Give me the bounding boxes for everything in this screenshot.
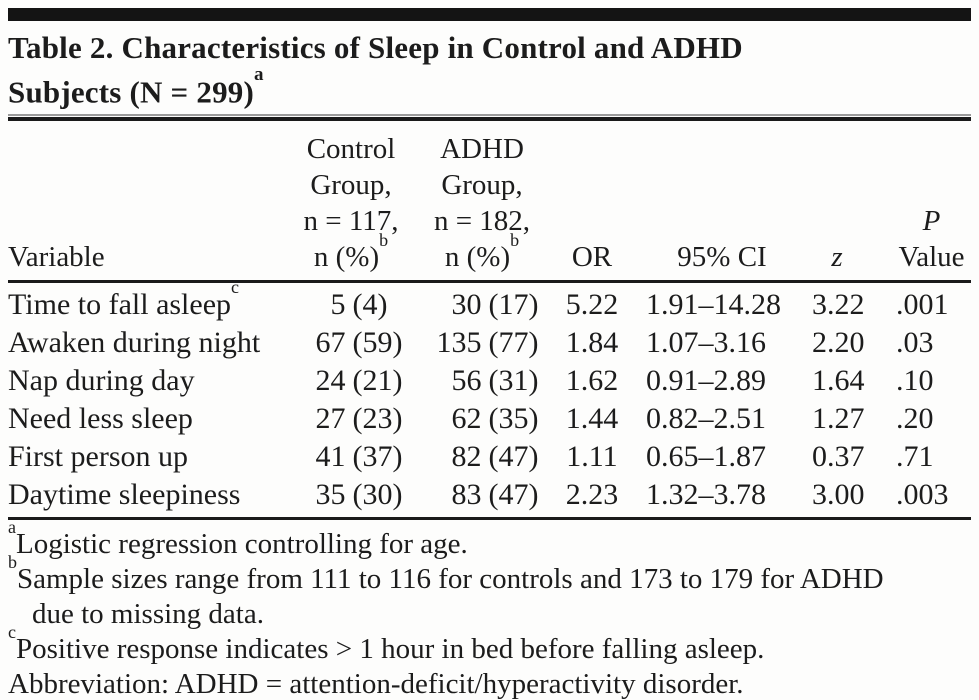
column-header-p-value: P Value [862, 121, 971, 284]
cell-adhd-n-pct: 83 (47) [412, 476, 552, 521]
cell-control-n-pct: 67 (59) [315, 326, 403, 360]
cell-adhd-n-pct: 30 (17) [451, 288, 539, 322]
sleep-characteristics-table: Variable Control Group, n = 117, n (%)b … [8, 121, 971, 521]
table-title-line1: Table 2. Characteristics of Sleep in Con… [8, 30, 743, 65]
table-title: Table 2. Characteristics of Sleep in Con… [8, 29, 971, 111]
cell-confidence-interval: 0.91–2.89 [646, 364, 766, 398]
table-row-first-person-up: First person up 41 (37) 82 (47) 1.11 0.65–… [8, 438, 971, 476]
cell-variable: Time to fall asleepc [8, 277, 240, 322]
cell-variable: Need less sleep [8, 402, 193, 436]
cell-z-score: 1.27 [812, 402, 865, 436]
table-row-daytime-sleepiness: Daytime sleepiness 35 (30) 83 (47) 2.23 1.… [8, 476, 971, 521]
cell-control-n-pct: 24 (21) [315, 364, 403, 398]
cell-z-score: 3.00 [812, 476, 865, 521]
cell-variable: Daytime sleepiness [8, 476, 290, 521]
footnote-abbreviation: Abbreviation: ADHD = attention-deficit/h… [8, 667, 930, 700]
footnote-text: Positive response indicates > 1 hour in … [16, 633, 765, 666]
cell-z-score: 1.64 [812, 364, 865, 398]
table-row-nap-during-day: Nap during day 24 (21) 56 (31) 1.62 0.91–2… [8, 362, 971, 400]
cell-control-n-pct: 41 (37) [315, 440, 403, 474]
cell-adhd-n-pct: 56 (31) [451, 364, 539, 398]
cell-confidence-interval: 0.82–2.51 [646, 402, 766, 436]
cell-variable: First person up [8, 440, 188, 474]
cell-confidence-interval: 1.91–14.28 [646, 288, 781, 322]
footnote-marker-c: c [231, 277, 240, 298]
cell-variable: Awaken during night [8, 326, 261, 360]
cell-odds-ratio: 1.11 [566, 440, 618, 474]
cell-confidence-interval: 1.07–3.16 [646, 326, 766, 360]
cell-p-value: .10 [896, 364, 934, 398]
cell-p-value: .001 [896, 288, 949, 322]
column-header-variable: Variable [8, 121, 290, 284]
cell-variable: Nap during day [8, 364, 195, 398]
title-rule [8, 114, 971, 122]
cell-control-n-pct: 27 (23) [315, 402, 403, 436]
cell-control-n-pct: 35 (30) [290, 476, 412, 521]
footnote-c: cPositive response indicates > 1 hour in… [8, 623, 930, 667]
cell-z-score: 0.37 [812, 440, 865, 474]
cell-odds-ratio: 1.84 [565, 326, 619, 360]
column-header-control-group: Control Group, n = 117, n (%)b [290, 121, 412, 284]
cell-z-score: 3.22 [812, 288, 865, 322]
footnote-a: aLogistic regression controlling for age… [8, 518, 930, 562]
top-rule [8, 8, 971, 21]
cell-control-n-pct: 5 (4) [330, 288, 388, 322]
table-body: Time to fall asleepc 5 (4) 30 (17) 5.22 1.… [8, 277, 971, 521]
cell-odds-ratio: 2.23 [552, 476, 632, 521]
cell-odds-ratio: 5.22 [565, 288, 619, 322]
cell-p-value: .003 [862, 476, 971, 521]
cell-confidence-interval: 1.32–3.78 [632, 476, 812, 521]
footnote-text: Logistic regression controlling for age. [16, 528, 468, 561]
header-row: Variable Control Group, n = 117, n (%)b … [8, 121, 971, 284]
cell-adhd-n-pct: 82 (47) [451, 440, 539, 474]
cell-odds-ratio: 1.62 [565, 364, 619, 398]
cell-confidence-interval: 0.65–1.87 [646, 440, 766, 474]
cell-odds-ratio: 1.44 [565, 402, 619, 436]
footnote-marker-c: c [8, 621, 16, 642]
cell-adhd-n-pct: 62 (35) [451, 402, 539, 436]
footnote-b: bSample sizes range from 111 to 116 for … [8, 553, 930, 632]
column-header-confidence-interval: 95% CI [632, 121, 812, 284]
footnote-marker-b: b [8, 551, 17, 572]
column-header-z-score: z [812, 121, 862, 284]
footnote-marker-a: a [8, 516, 16, 537]
footnotes: aLogistic regression controlling for age… [8, 518, 930, 700]
cell-p-value: .20 [896, 402, 934, 436]
table-row-need-less-sleep: Need less sleep 27 (23) 62 (35) 1.44 0.82–… [8, 400, 971, 438]
footnote-marker-b: b [379, 229, 389, 250]
cell-z-score: 2.20 [812, 326, 865, 360]
table-row-awaken-during-night: Awaken during night 67 (59) 135 (77) 1.84 … [8, 324, 971, 362]
footnote-text: Abbreviation: ADHD = attention-deficit/h… [8, 668, 744, 700]
footnote-marker-a: a [254, 64, 264, 85]
footnote-text: Sample sizes range from 111 to 116 for c… [17, 563, 884, 631]
column-header-adhd-group: ADHD Group, n = 182, n (%)b [412, 121, 552, 284]
cell-adhd-n-pct: 135 (77) [436, 326, 539, 360]
column-header-odds-ratio: OR [552, 121, 632, 284]
table-header: Variable Control Group, n = 117, n (%)b … [8, 121, 971, 284]
table-row-time-to-fall-asleep: Time to fall asleepc 5 (4) 30 (17) 5.22 1.… [8, 277, 971, 325]
table-title-line2: Subjects (N = 299) [8, 74, 254, 110]
cell-p-value: .03 [896, 326, 934, 360]
footnote-marker-b: b [510, 229, 520, 250]
cell-p-value: .71 [896, 440, 934, 474]
